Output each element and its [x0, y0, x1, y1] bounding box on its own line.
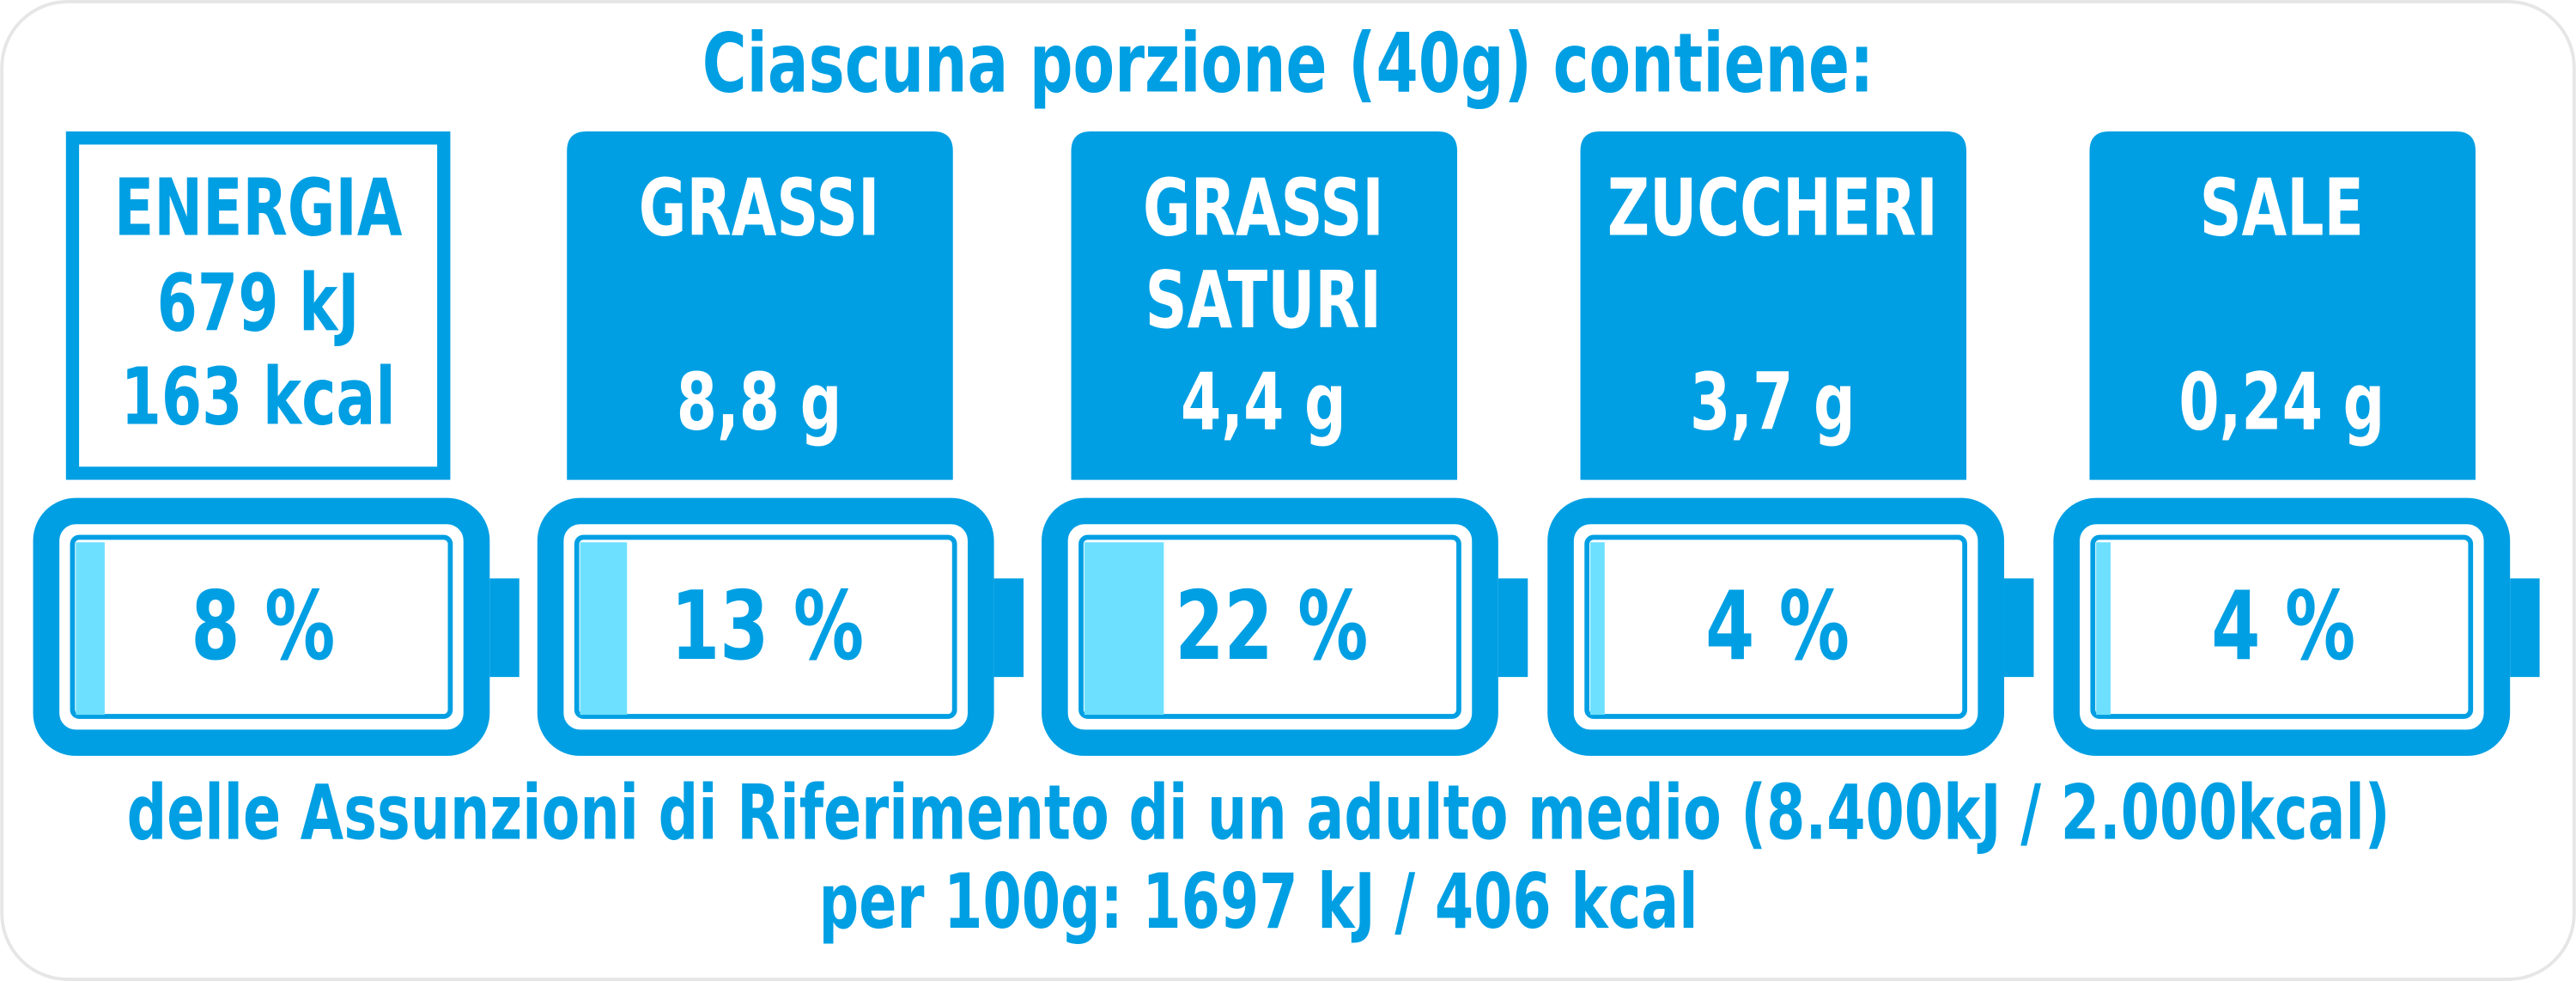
- battery-body: [537, 497, 994, 756]
- nutrient-amount-group: 679 kJ: [157, 258, 360, 350]
- nutrient-name-group: ZUCCHERI: [1607, 163, 1938, 255]
- nutrient-name: ZUCCHERI: [1607, 163, 1938, 255]
- nutrient-name: GRASSI: [1143, 163, 1384, 255]
- battery-fill: [1589, 542, 1605, 716]
- nutrient-box: [65, 131, 451, 480]
- percent-group: 8 %: [191, 571, 335, 683]
- nutrient-box: [1580, 131, 1967, 480]
- battery-body: [1547, 497, 2005, 756]
- battery-terminal: [489, 578, 519, 678]
- title: Ciascuna porzione (40g) contiene:: [702, 15, 1874, 111]
- nutrient-amount-group: 3,7 g: [1690, 356, 1856, 448]
- percent: 4 %: [1705, 571, 1850, 683]
- battery-fill: [76, 542, 105, 716]
- battery-body: [33, 497, 490, 756]
- percent: 13 %: [671, 571, 864, 683]
- footer-line-group: per 100g: 1697 kJ / 406 kcal: [819, 858, 1698, 946]
- nutrient-name: SATURI: [1145, 255, 1382, 347]
- battery-inner: [1584, 534, 1967, 719]
- percent: 8 %: [191, 571, 335, 683]
- battery-terminal: [2510, 578, 2540, 678]
- percent-group: 13 %: [671, 571, 864, 683]
- battery-terminal: [1498, 578, 1528, 678]
- nutrient-amount: 4,4 g: [1181, 356, 1346, 448]
- battery-terminal: [993, 578, 1024, 678]
- percent-group: 22 %: [1175, 571, 1368, 683]
- battery-inner: [1078, 534, 1461, 719]
- percent-group: 4 %: [1705, 571, 1850, 683]
- percent: 4 %: [2211, 571, 2355, 683]
- nutrient-name-group: GRASSI: [639, 163, 880, 255]
- battery-inner: [2090, 534, 2474, 719]
- nutrient-name-group: ENERGIA: [114, 163, 403, 255]
- battery-body: [2053, 497, 2511, 756]
- nutrient-amount-group: 0,24 g: [2178, 356, 2385, 448]
- nutrient-amount-group: 163 kcal: [121, 352, 396, 444]
- nutrient-name-group: SALE: [2200, 163, 2364, 255]
- nutrient-box: [1071, 131, 1458, 480]
- nutrient-name-group: SATURI: [1145, 255, 1382, 347]
- battery-inner: [574, 534, 957, 719]
- nutrient-name: GRASSI: [639, 163, 880, 255]
- battery-inner: [70, 534, 453, 719]
- nutrient-amount: 3,7 g: [1690, 356, 1856, 448]
- footer-line-group: delle Assunzioni di Riferimento di un ad…: [127, 770, 2391, 857]
- nutrient-box: [2089, 131, 2476, 480]
- nutrient-amount: 163 kcal: [121, 352, 396, 444]
- nutrient-box: [567, 131, 953, 480]
- percent-group: 4 %: [2211, 571, 2355, 683]
- title-group: Ciascuna porzione (40g) contiene:: [702, 15, 1874, 111]
- nutrient-name: SALE: [2200, 163, 2364, 255]
- battery-fill: [1084, 542, 1164, 716]
- footer-line: per 100g: 1697 kJ / 406 kcal: [819, 858, 1698, 946]
- nutrient-amount-group: 8,8 g: [677, 356, 842, 448]
- nutrient-amount: 679 kJ: [157, 258, 360, 350]
- battery-terminal: [2004, 578, 2034, 678]
- footer-line: delle Assunzioni di Riferimento di un ad…: [127, 770, 2391, 857]
- nutrient-name-group: GRASSI: [1143, 163, 1384, 255]
- battery-fill: [580, 542, 628, 716]
- nutrient-amount: 8,8 g: [677, 356, 842, 448]
- nutrient-amount: 0,24 g: [2178, 356, 2385, 448]
- battery-fill: [2096, 542, 2111, 716]
- nutrient-name: ENERGIA: [114, 163, 403, 255]
- nutrient-amount-group: 4,4 g: [1181, 356, 1346, 448]
- percent: 22 %: [1175, 571, 1368, 683]
